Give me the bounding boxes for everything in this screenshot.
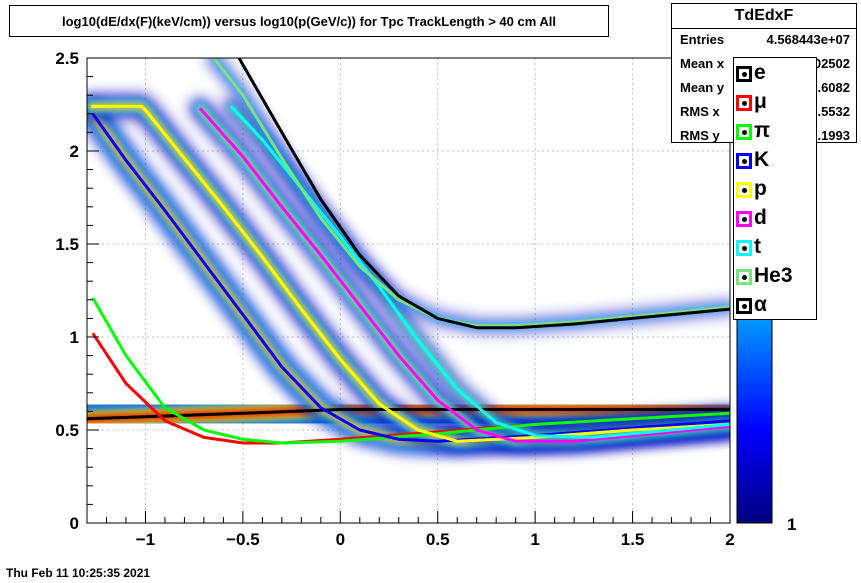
stats-value: 4.568443e+07 — [766, 32, 850, 47]
legend-marker-icon — [736, 153, 752, 169]
x-tick-label: 0.5 — [426, 530, 450, 549]
legend-item: p — [734, 176, 818, 205]
legend-label: μ — [754, 90, 767, 113]
stats-label: Mean x — [680, 56, 725, 71]
legend-marker-icon — [736, 240, 752, 256]
legend-item: t — [734, 234, 818, 263]
legend-label: He3 — [754, 264, 793, 287]
legend-label: p — [754, 177, 767, 200]
legend-marker-icon — [736, 66, 752, 82]
legend-item: K — [734, 147, 818, 176]
bethe-bloch-curves — [87, 58, 730, 445]
legend-item: d — [734, 205, 818, 234]
plot-frame — [87, 58, 730, 523]
stats-value: 0.6082 — [810, 80, 850, 95]
y-tick-label: 0.5 — [55, 421, 79, 440]
x-tick-label: 2 — [725, 530, 734, 549]
legend-label: t — [754, 235, 761, 258]
y-tick-label: 2 — [70, 142, 79, 161]
stats-row: Entries 4.568443e+07 — [680, 29, 850, 51]
colorbar-tick-label: 1 — [787, 515, 796, 534]
series-line-p — [90, 104, 730, 443]
y-tick-label: 0 — [70, 514, 79, 533]
chart-title: log10(dE/dx(F)(keV/cm)) versus log10(p(G… — [9, 5, 609, 37]
stats-label: RMS x — [680, 104, 720, 119]
y-tick-label: 1 — [70, 328, 79, 347]
series-line-He3 — [212, 58, 730, 328]
legend-marker-icon — [736, 211, 752, 227]
legend-label: d — [754, 206, 767, 229]
series-line-e — [87, 408, 730, 421]
legend-label: α — [754, 293, 767, 316]
stats-label: Entries — [680, 32, 725, 47]
x-tick-label: 1 — [530, 530, 539, 549]
stats-label: Mean y — [680, 80, 725, 95]
legend-item: α — [734, 292, 818, 321]
stats-row: Mean y 0.6082 — [680, 77, 850, 99]
legend-marker-icon — [736, 269, 752, 285]
x-tick-label: −1 — [136, 530, 155, 549]
x-tick-label: 1.5 — [621, 530, 645, 549]
series-line-d — [198, 107, 730, 443]
axes: −1 −0.5 0 0.5 1 1.5 2 0 0.5 1 1.5 2 2.5 — [55, 49, 734, 549]
stats-value: 0.1993 — [810, 128, 850, 143]
y-tick-label: 2.5 — [55, 49, 79, 68]
legend-marker-icon — [736, 182, 752, 198]
x-tick-label: −0.5 — [226, 530, 260, 549]
stats-value: 0.5532 — [810, 104, 850, 119]
legend-marker-icon — [736, 95, 752, 111]
legend-label: e — [754, 61, 766, 84]
stats-row: RMS y 0.1993 — [680, 125, 850, 147]
legend-marker-icon — [736, 124, 752, 140]
x-tick-label: 0 — [336, 530, 345, 549]
legend-item: e — [734, 60, 818, 89]
datestamp: Thu Feb 11 10:25:35 2021 — [6, 566, 151, 580]
stats-label: RMS y — [680, 128, 720, 143]
legend-label: K — [754, 148, 770, 171]
series-line-α — [237, 58, 730, 330]
legend-item: He3 — [734, 263, 818, 292]
series-line-π — [91, 297, 730, 445]
legend-item: μ — [734, 89, 818, 118]
stats-title: TdEdxF — [672, 4, 856, 29]
y-tick-label: 1.5 — [55, 235, 79, 254]
plot-area — [87, 58, 730, 523]
legend-marker-icon — [736, 298, 752, 314]
legend-item: π — [734, 118, 818, 147]
legend-label: π — [754, 119, 771, 142]
stats-row: RMS x 0.5532 — [680, 101, 850, 123]
axes-frame — [86, 57, 731, 524]
